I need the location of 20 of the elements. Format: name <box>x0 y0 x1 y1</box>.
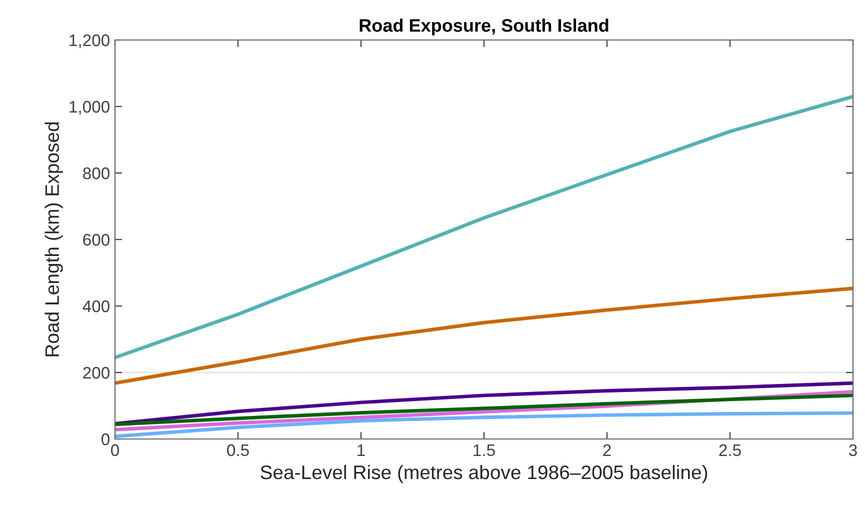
line-series <box>115 381 853 426</box>
chart-title: Road Exposure, South Island <box>360 18 608 36</box>
x-tick-label: 2.5 <box>719 444 741 456</box>
y-tick-label: 200 <box>83 366 110 379</box>
y-tick-label: 600 <box>83 234 110 246</box>
x-tick-label: 2 <box>603 444 611 456</box>
x-axis-title: Sea-Level Rise (metres above 1986–2005 baseline) <box>260 464 708 484</box>
y-tick-label: 800 <box>83 167 110 180</box>
line-series <box>115 94 853 360</box>
x-tick-label: 1.5 <box>474 444 495 456</box>
y-tick-label: 1,000 <box>70 100 110 115</box>
x-tick-label: 3 <box>849 444 857 456</box>
x-tick-label: 0 <box>111 444 119 456</box>
y-tick-label: 0 <box>102 433 110 446</box>
line-series <box>115 286 853 385</box>
y-tick-label: 1,200 <box>70 34 110 48</box>
x-tick-label: 1 <box>358 444 365 456</box>
y-tick-label: 400 <box>82 300 110 312</box>
y-axis-title: Road Length (km) Exposed <box>44 122 63 356</box>
x-tick-label: 0.5 <box>227 444 249 456</box>
